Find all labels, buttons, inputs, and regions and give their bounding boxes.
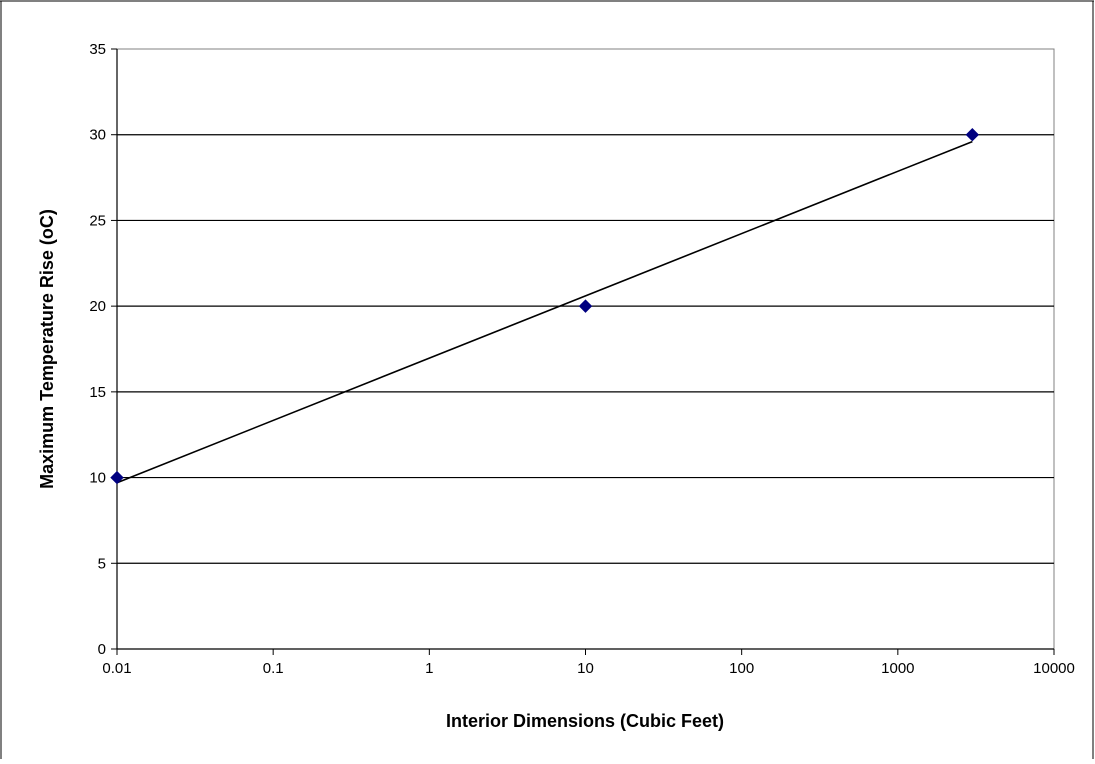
x-tick-label: 1000 [881,660,914,677]
y-tick-label: 15 [89,384,106,401]
y-tick-label: 35 [89,41,106,58]
data-point [578,299,593,313]
y-tick-label: 25 [89,212,106,229]
y-tick-labels: 0 5 10 15 20 25 30 35 [89,41,106,658]
y-tick-label: 20 [89,298,106,315]
y-tick-label: 0 [98,641,106,658]
x-axis-title: Interior Dimensions (Cubic Feet) [446,711,724,731]
x-tick-label: 100 [729,660,754,677]
data-point [965,128,980,142]
x-tick-label: 1 [425,660,433,677]
x-tick-label: 0.1 [263,660,284,677]
data-points [110,128,980,485]
y-axis-title: Maximum Temperature Rise (oC) [37,209,57,489]
x-tick-label: 10 [577,660,594,677]
x-tick-label: 0.01 [102,660,131,677]
x-tick-label: 10000 [1033,660,1075,677]
y-tick-label: 5 [98,555,106,572]
x-tick-labels: 0.01 0.1 1 10 100 1000 10000 [102,660,1074,677]
y-tick-label: 30 [89,127,106,144]
trendline [116,140,973,484]
trendline-layer [116,140,973,484]
data-point [110,470,124,485]
plot-area [116,48,1055,650]
y-tick-label: 10 [89,470,106,487]
